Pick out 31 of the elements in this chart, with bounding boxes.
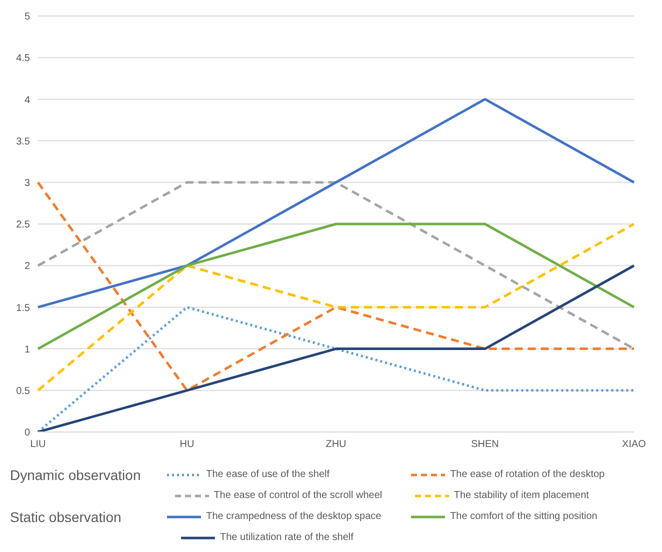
y-tick-label: 5 [24, 12, 30, 23]
x-tick-label: XIAO [622, 439, 646, 450]
x-tick-label: LIU [30, 439, 46, 450]
x-tick-label: HU [180, 439, 194, 450]
y-tick-label: 3 [24, 178, 30, 189]
legend-label: The ease of use of the shelf [206, 469, 330, 480]
line-series [36, 264, 636, 432]
x-tick-label: ZHU [326, 439, 346, 450]
y-tick-label: 4 [24, 94, 30, 106]
line-series [36, 222, 636, 392]
y-tick-label: 2.5 [16, 220, 30, 231]
legend-label: The ease of control of the scroll wheel [214, 490, 382, 501]
line-series [36, 181, 636, 392]
line-series [36, 222, 636, 350]
x-tick-label: SHEN [471, 439, 499, 450]
y-tick-label: 0 [24, 428, 30, 439]
text: Static observation [9, 508, 122, 524]
y-tick-label: 3.5 [16, 136, 30, 148]
y-tick-label: 2 [24, 261, 30, 272]
legend-label: The utilization rate of the shelf [220, 532, 354, 543]
text: Dynamic observation [9, 466, 142, 482]
y-tick-label: 1.5 [16, 302, 30, 314]
y-tick-label: 4.5 [16, 53, 30, 64]
legend-label: The comfort of the sitting position [450, 511, 598, 522]
legend-label: The ease of rotation of the desktop [450, 469, 605, 480]
y-tick-label: 0.5 [16, 386, 30, 397]
line-series [36, 98, 636, 308]
legend-label: The stability of item placement [454, 490, 589, 501]
legend-label: The crampedness of the desktop space [206, 511, 382, 522]
line-series [36, 306, 636, 432]
y-tick-label: 1 [24, 344, 30, 356]
